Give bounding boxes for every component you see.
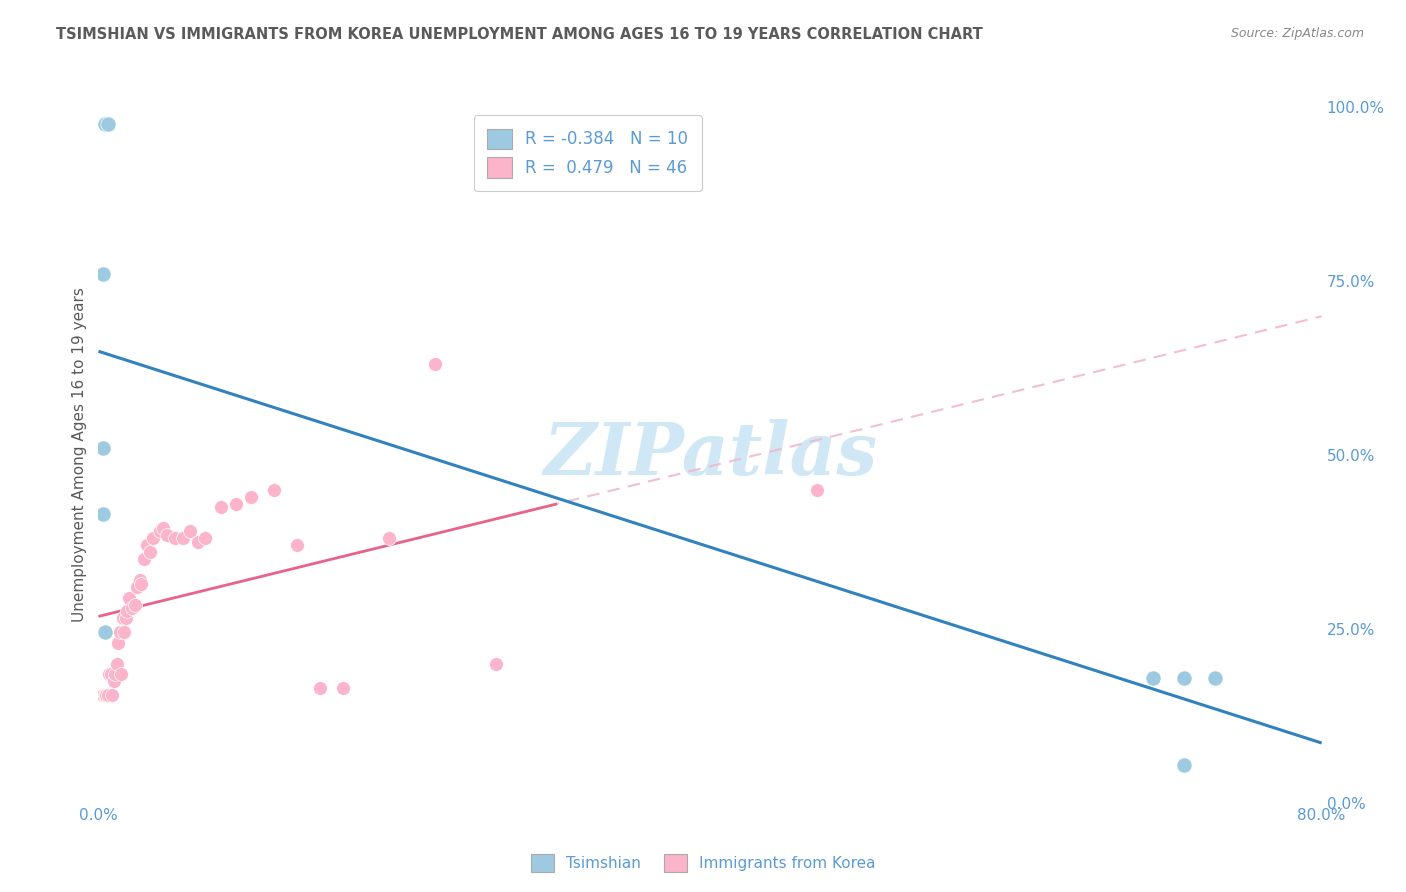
Point xyxy=(423,358,446,372)
Point xyxy=(806,483,828,497)
Point xyxy=(149,524,172,539)
Point xyxy=(134,552,156,566)
Point xyxy=(91,267,114,281)
Point xyxy=(128,573,150,587)
Point xyxy=(97,117,120,131)
Point xyxy=(285,538,308,552)
Point xyxy=(108,625,131,640)
Point xyxy=(101,688,124,702)
Point xyxy=(110,667,132,681)
Point xyxy=(107,636,129,650)
Y-axis label: Unemployment Among Ages 16 to 19 years: Unemployment Among Ages 16 to 19 years xyxy=(72,287,87,623)
Point xyxy=(1204,671,1226,685)
Legend: R = -0.384   N = 10, R =  0.479   N = 46: R = -0.384 N = 10, R = 0.479 N = 46 xyxy=(474,115,702,191)
Point xyxy=(179,524,201,539)
Point xyxy=(156,528,179,542)
Point xyxy=(136,538,159,552)
Point xyxy=(225,497,247,511)
Point xyxy=(129,576,152,591)
Point xyxy=(124,598,146,612)
Point xyxy=(115,611,138,625)
Point xyxy=(93,117,115,131)
Point xyxy=(91,507,114,521)
Point xyxy=(103,674,125,689)
Point xyxy=(240,490,263,504)
Point xyxy=(93,625,115,640)
Text: TSIMSHIAN VS IMMIGRANTS FROM KOREA UNEMPLOYMENT AMONG AGES 16 TO 19 YEARS CORREL: TSIMSHIAN VS IMMIGRANTS FROM KOREA UNEMP… xyxy=(56,27,983,42)
Point xyxy=(104,667,127,681)
Text: ZIPatlas: ZIPatlas xyxy=(543,419,877,491)
Point xyxy=(105,657,128,671)
Point xyxy=(91,441,114,455)
Point xyxy=(187,535,209,549)
Point xyxy=(309,681,332,695)
Point xyxy=(117,605,139,619)
Point xyxy=(1173,757,1195,772)
Point xyxy=(163,532,186,546)
Point xyxy=(112,625,135,640)
Point xyxy=(152,521,174,535)
Point xyxy=(332,681,354,695)
Point xyxy=(142,532,165,546)
Point xyxy=(194,532,217,546)
Point xyxy=(263,483,285,497)
Point xyxy=(121,601,143,615)
Point xyxy=(97,688,120,702)
Point xyxy=(125,580,148,594)
Point xyxy=(485,657,508,671)
Point xyxy=(94,688,117,702)
Point xyxy=(91,688,114,702)
Point xyxy=(98,667,121,681)
Point xyxy=(378,532,401,546)
Point xyxy=(100,667,122,681)
Point xyxy=(172,532,194,546)
Point xyxy=(139,545,162,559)
Point xyxy=(209,500,232,514)
Text: Source: ZipAtlas.com: Source: ZipAtlas.com xyxy=(1230,27,1364,40)
Legend: Tsimshian, Immigrants from Korea: Tsimshian, Immigrants from Korea xyxy=(523,846,883,880)
Point xyxy=(1173,671,1195,685)
Point xyxy=(118,591,141,605)
Point xyxy=(111,611,134,625)
Point xyxy=(1142,671,1164,685)
Point xyxy=(93,688,115,702)
